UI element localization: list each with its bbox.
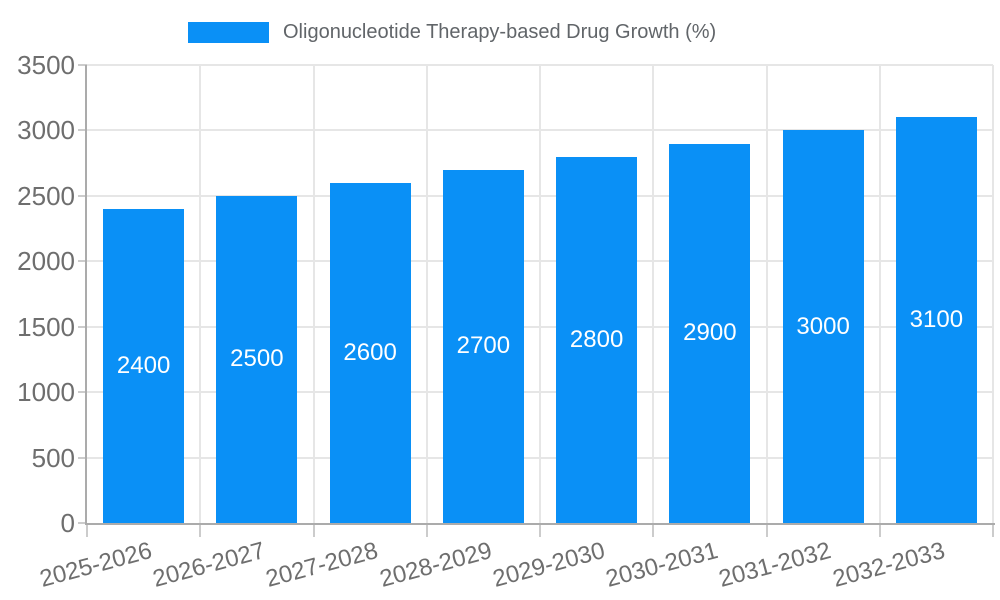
y-axis-tick xyxy=(78,325,87,328)
bar-value-label: 2800 xyxy=(569,325,624,353)
x-axis-tick-label: 2027-2028 xyxy=(263,537,382,593)
x-axis-tick xyxy=(765,523,768,537)
x-axis-tick xyxy=(312,523,315,537)
y-axis-tick-label: 2000 xyxy=(17,246,75,277)
y-axis-tick xyxy=(78,64,87,66)
bar[interactable] xyxy=(895,117,977,523)
x-axis-tick xyxy=(539,523,541,537)
y-axis-tick xyxy=(78,129,87,132)
bar[interactable] xyxy=(782,130,864,523)
y-axis-tick-label: 3000 xyxy=(17,115,75,146)
bar[interactable] xyxy=(442,169,524,523)
bar[interactable] xyxy=(103,208,185,523)
legend-label: Oligonucleotide Therapy-based Drug Growt… xyxy=(283,21,717,43)
x-axis-tick xyxy=(652,523,655,537)
bar-value-label: 2700 xyxy=(456,332,511,360)
legend-swatch xyxy=(188,22,269,43)
bar-value-label: 3100 xyxy=(909,306,964,334)
v-gridline xyxy=(878,65,881,523)
bar-value-label: 2500 xyxy=(230,345,284,373)
x-axis-tick-label: 2028-2029 xyxy=(376,537,495,593)
v-gridline xyxy=(539,65,541,523)
x-axis-tick-label: 2025-2026 xyxy=(36,537,155,593)
y-axis-tick xyxy=(78,194,87,197)
y-axis-tick-label: 3500 xyxy=(17,50,75,80)
bar-value-label: 3000 xyxy=(796,312,850,340)
x-axis-tick-label: 2031-2032 xyxy=(716,537,835,593)
y-axis-line xyxy=(85,65,87,523)
v-gridline xyxy=(425,65,428,523)
y-axis-tick-label: 0 xyxy=(60,508,75,538)
y-axis-tick xyxy=(78,391,87,394)
bar-value-label: 2900 xyxy=(683,319,737,347)
bar[interactable] xyxy=(216,195,298,523)
x-axis-tick xyxy=(992,523,994,537)
x-axis-tick xyxy=(878,523,881,537)
v-gridline xyxy=(992,65,994,523)
y-axis-tick-label: 2500 xyxy=(17,180,75,211)
y-axis-tick-label: 1000 xyxy=(17,377,75,408)
x-axis-tick xyxy=(86,523,88,537)
v-gridline xyxy=(199,65,202,523)
bar[interactable] xyxy=(329,182,411,523)
x-axis-tick-label: 2030-2031 xyxy=(603,537,721,593)
y-axis-tick-label: 500 xyxy=(31,442,75,473)
x-axis-tick xyxy=(425,523,428,537)
bar-value-label: 2400 xyxy=(116,351,171,379)
v-gridline xyxy=(652,65,655,523)
legend[interactable]: Oligonucleotide Therapy-based Drug Growt… xyxy=(188,22,716,43)
y-axis-tick xyxy=(78,522,87,524)
v-gridline xyxy=(765,65,768,523)
bar[interactable] xyxy=(669,143,751,523)
y-axis-tick xyxy=(78,456,87,459)
x-axis-line xyxy=(85,523,995,525)
bar-value-label: 2600 xyxy=(343,338,397,366)
x-axis-tick-label: 2026-2027 xyxy=(150,537,268,593)
v-gridline xyxy=(312,65,315,523)
y-axis-tick-label: 1500 xyxy=(17,311,75,342)
bar[interactable] xyxy=(556,156,638,523)
x-axis-tick-label: 2029-2030 xyxy=(489,537,608,593)
y-axis-tick xyxy=(78,260,87,263)
x-axis-tick-label: 2032-2033 xyxy=(829,537,948,593)
x-axis-tick xyxy=(199,523,202,537)
